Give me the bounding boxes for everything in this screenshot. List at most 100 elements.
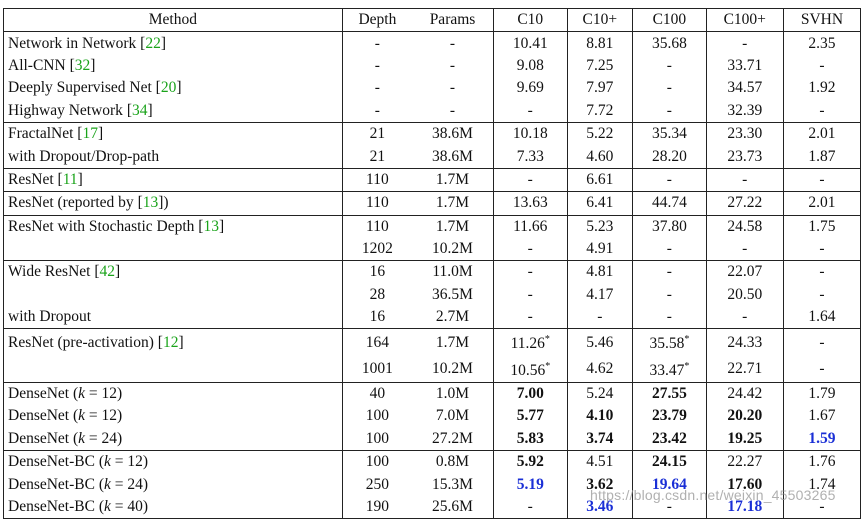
cell-c100: 44.74 (632, 191, 707, 216)
cell-c10-plus: 4.91 (566, 237, 633, 261)
cell-depth: 190 (341, 495, 413, 519)
citation-link[interactable]: 13 (142, 194, 159, 212)
cell-params: 0.8M (412, 449, 494, 474)
cell-c100: - (632, 77, 707, 100)
table-row: 1001 10.2M 10.56* 4.62 33.47* 22.71- (3, 355, 862, 383)
cell-depth: 40 (341, 381, 413, 406)
table-row: FractalNet [17] 21 38.6M 10.18 5.22 35.34 23.3… (3, 121, 862, 146)
cell-c100-plus: - (705, 237, 784, 261)
method-name: Wide ResNet (8, 263, 91, 281)
cell-method: with Dropout (3, 306, 343, 329)
cell-method: DenseNet-BC (k = 24) (3, 473, 343, 496)
cell-c10: 10.18 (492, 121, 568, 146)
cell-method: Highway Network [34] (3, 99, 343, 123)
cell-params: 1.7M (412, 328, 494, 356)
cell-c100-plus: 33.71 (705, 54, 784, 78)
table-row: ResNet with Stochastic Depth [13] 110 1.7M… (3, 214, 862, 238)
cell-svhn: - (782, 328, 862, 356)
cell-c100-plus: 22.71 (705, 355, 784, 383)
cell-c100: 33.47* (632, 355, 707, 383)
method-name: Deeply Supervised Net (8, 79, 152, 97)
header-c100: C100 (632, 7, 707, 33)
citation-link[interactable]: 20 (160, 79, 177, 97)
cell-c10: 13.63 (492, 191, 568, 216)
asterisk-marker: * (684, 334, 690, 346)
cell-c100-plus: 24.33 (705, 328, 784, 356)
citation-link[interactable]: 12 (162, 333, 179, 351)
asterisk-marker: * (544, 334, 550, 346)
cell-c100-plus: - (705, 306, 784, 329)
cell-depth: 100 (341, 449, 413, 474)
cell-c10: 11.66 (492, 214, 568, 238)
cell-c10-plus: 4.62 (566, 355, 633, 383)
cell-c10-plus: 3.74 (566, 427, 633, 451)
cell-c100: 37.80 (632, 214, 707, 238)
cell-c100-plus: 24.42 (705, 381, 784, 406)
cell-c100-plus: 34.57 (705, 77, 784, 100)
method-name: Highway Network (8, 101, 123, 119)
cell-c100: - (632, 283, 707, 307)
cell-depth: 100 (341, 405, 413, 428)
cell-svhn: 2.35 (782, 31, 862, 55)
cell-params: 27.2M (432, 429, 473, 447)
cell-svhn: 1.59 (782, 427, 862, 451)
table-row: ResNet (reported by [13]) 110 1.7M 13.63 6.4… (3, 191, 862, 216)
cell-method (3, 355, 343, 383)
cell-c10-plus: 6.41 (566, 191, 633, 216)
cell-svhn: 1.74 (782, 473, 862, 496)
cell-c10: 9.08 (492, 54, 568, 78)
citation-link[interactable]: 34 (131, 101, 148, 119)
table-row: ResNet [11] 110 1.7M -6.61- - - (3, 167, 862, 192)
cell-params: - (449, 101, 456, 119)
cell-method: DenseNet (k = 12) (3, 381, 343, 406)
table-row: DenseNet (k = 12) 40 1.0M 7.00 5.24 27.55 24.4… (3, 381, 862, 406)
cell-params: 2.7M (435, 308, 470, 326)
cell-depth: 16 (341, 260, 413, 284)
cell-c100: 23.42 (632, 427, 707, 451)
table-body: Network in Network [22] - -10.41 8.81 35.68-… (3, 31, 862, 519)
citation-link[interactable]: 13 (203, 217, 219, 235)
method-name: ResNet with Stochastic Depth (8, 217, 195, 235)
cell-svhn: - (782, 167, 862, 192)
citation-link[interactable]: 22 (145, 34, 161, 52)
cell-c10-plus: - (566, 306, 633, 329)
cell-params: - (449, 79, 456, 97)
cell-c10: 11.26* (492, 328, 568, 356)
cell-c10: 5.83 (492, 427, 568, 451)
citation-link[interactable]: 42 (99, 263, 116, 281)
cell-c10: 9.69 (492, 77, 568, 100)
citation-link[interactable]: 11 (62, 170, 78, 188)
cell-svhn: - (782, 237, 862, 261)
header-c10: C10 (492, 7, 568, 33)
cell-c100-plus: 32.39 (705, 99, 784, 123)
table-row: with Dropout/Drop-path 21 38.6M 7.33 4.60 28.… (3, 145, 862, 169)
cell-c10-plus: 5.46 (566, 328, 633, 356)
table-row: All-CNN [32] - -9.08 7.25-33.71- (3, 54, 862, 78)
cell-depth: 21 (341, 145, 413, 169)
method-name: with Dropout (8, 308, 92, 326)
method-name: with Dropout/Drop-path (8, 147, 160, 165)
cell-c10: 10.41 (492, 31, 568, 55)
cell-c100: 27.55 (632, 381, 707, 406)
cell-params: 38.6M (432, 147, 473, 165)
cell-params: 1.7M (412, 167, 494, 192)
cell-method (3, 237, 343, 261)
growth-rate-value: 12 (101, 407, 118, 425)
cell-svhn: - (782, 54, 862, 78)
citation-link[interactable]: 32 (74, 56, 91, 74)
method-name: Network in Network (8, 34, 137, 52)
cell-params: - (449, 34, 456, 52)
cell-depth: 28 (341, 283, 413, 307)
cell-depth: 250 (341, 473, 413, 496)
cell-svhn: 1.76 (782, 449, 862, 474)
cell-c100-plus: 17.60 (705, 473, 784, 496)
cell-c10: - (492, 237, 568, 261)
cell-c10: 5.19 (492, 473, 568, 496)
citation-link[interactable]: 17 (82, 125, 98, 143)
cell-svhn: 1.64 (782, 306, 862, 329)
header-c100-plus: C100+ (705, 7, 784, 33)
table-row: with Dropout 16 2.7M - - - -1.64 (3, 306, 862, 329)
method-name: DenseNet-BC ( (8, 497, 104, 515)
cell-c10-plus: 4.10 (566, 405, 633, 428)
cell-c100-plus: 22.27 (705, 449, 784, 474)
